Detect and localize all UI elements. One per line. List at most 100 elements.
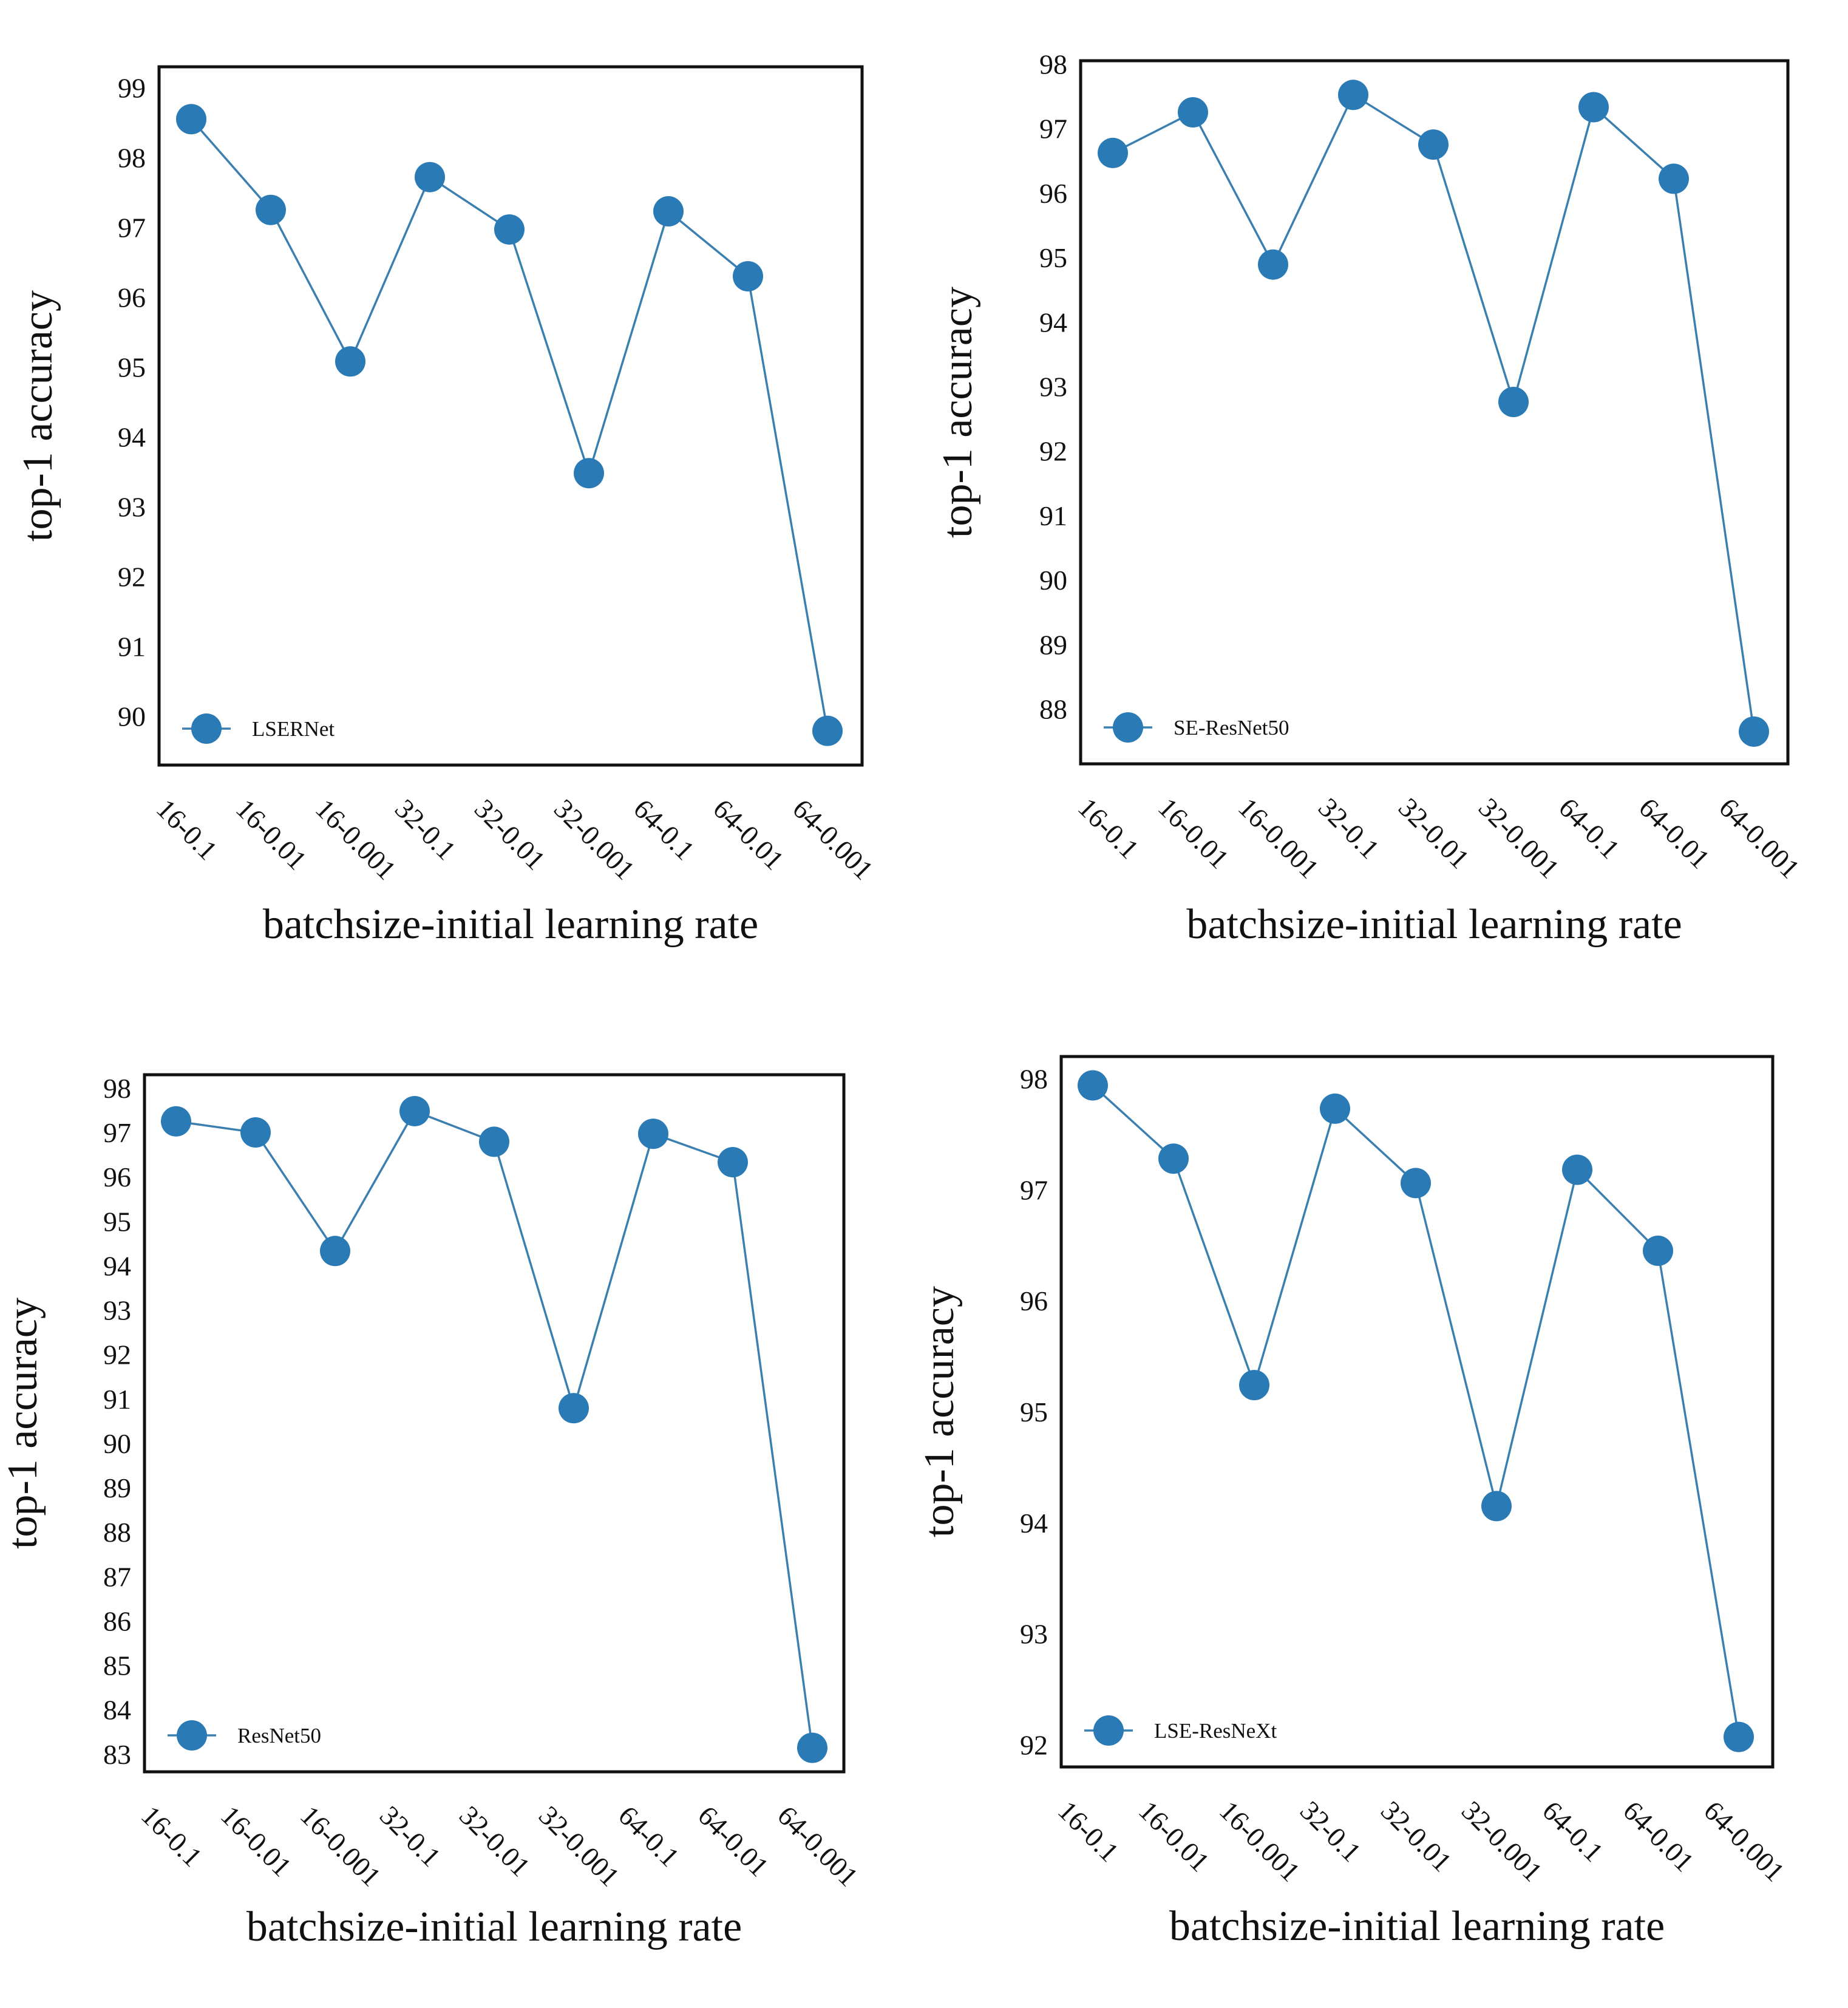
x-tick-label: 16-0.01 — [230, 793, 313, 876]
x-tick-label: 64-0.01 — [707, 793, 790, 876]
y-tick-label: 92 — [118, 562, 146, 593]
data-point — [1258, 249, 1288, 280]
y-tick-label: 91 — [1039, 500, 1067, 531]
data-point — [256, 194, 286, 225]
plot-frame — [1059, 1055, 1775, 1769]
x-tick-label: 32-0.1 — [374, 1800, 447, 1873]
y-tick-label: 90 — [103, 1428, 131, 1459]
data-point — [718, 1147, 748, 1178]
data-point — [1578, 92, 1609, 123]
y-tick-label: 96 — [1020, 1285, 1048, 1316]
data-point — [415, 162, 445, 192]
plot-frame — [1079, 59, 1790, 766]
data-point — [638, 1118, 668, 1149]
legend-marker — [191, 713, 222, 744]
y-tick-label: 94 — [103, 1250, 131, 1281]
data-point — [1178, 97, 1208, 128]
data-point — [653, 196, 684, 227]
x-tick-label: 32-0.001 — [548, 793, 641, 886]
data-point — [559, 1393, 589, 1424]
x-tick-label: 64-0.001 — [1698, 1795, 1791, 1888]
x-tick-label: 16-0.1 — [1052, 1795, 1125, 1868]
y-tick-label: 89 — [1039, 629, 1067, 660]
y-tick-label: 98 — [1039, 49, 1067, 80]
data-point — [1098, 137, 1128, 168]
y-tick-label: 95 — [1020, 1397, 1048, 1428]
data-point — [1338, 80, 1368, 111]
legend-label: LSERNet — [252, 717, 335, 741]
data-point — [1239, 1370, 1269, 1401]
x-tick-label: 32-0.01 — [1375, 1795, 1458, 1877]
plot-frame — [143, 1073, 846, 1774]
x-axis-title: batchsize-initial learning rate — [246, 1904, 742, 1950]
x-tick-label: 32-0.1 — [389, 793, 462, 866]
series-line — [175, 1109, 814, 1748]
x-tick-label: 64-0.001 — [1713, 792, 1806, 885]
data-point — [479, 1126, 509, 1157]
y-tick-label: 95 — [103, 1206, 131, 1237]
x-tick-label: 32-0.001 — [1456, 1795, 1549, 1888]
x-tick-label: 16-0.001 — [1232, 792, 1325, 885]
x-tick-label: 64-0.1 — [1537, 1795, 1609, 1868]
y-tick-label: 91 — [118, 631, 146, 662]
y-tick-label: 94 — [1020, 1508, 1048, 1539]
y-tick-label: 90 — [1039, 565, 1067, 596]
data-point — [335, 346, 365, 377]
data-point — [1659, 163, 1689, 194]
y-axis-title: top-1 accuracy — [916, 1286, 963, 1537]
x-tick-label: 64-0.01 — [692, 1800, 775, 1882]
x-tick-label: 64-0.001 — [787, 793, 880, 886]
x-tick-label: 32-0.01 — [454, 1800, 536, 1882]
chart-panel-2: 88 89 90 91 92 93 94 95 96 97 98 16-0.1 16-0.0116-0.… — [934, 49, 1806, 948]
data-point — [1739, 716, 1769, 747]
x-tick-label: 16-0.001 — [1214, 1795, 1306, 1888]
legend-marker — [1113, 712, 1143, 743]
legend-label: SE-ResNet50 — [1174, 716, 1289, 740]
y-tick-label: 89 — [103, 1472, 131, 1503]
y-tick-label: 96 — [103, 1162, 131, 1193]
x-tick-label: 16-0.1 — [151, 793, 223, 866]
y-tick-label: 90 — [118, 701, 146, 732]
legend-label: LSE-ResNeXt — [1154, 1719, 1277, 1743]
x-tick-label: 32-0.001 — [533, 1800, 626, 1893]
data-point — [161, 1106, 191, 1137]
data-point — [1498, 387, 1529, 418]
y-tick-label: 98 — [1020, 1064, 1048, 1095]
x-tick-label: 32-0.1 — [1294, 1795, 1367, 1868]
series-line — [1112, 93, 1755, 732]
x-tick-label: 64-0.1 — [613, 1800, 685, 1873]
x-tick-label: 32-0.01 — [469, 793, 551, 876]
x-tick-label: 64-0.1 — [1553, 792, 1626, 865]
legend-label: ResNet50 — [237, 1724, 321, 1748]
data-point — [733, 261, 763, 291]
x-axis-title: batchsize-initial learning rate — [263, 901, 758, 948]
y-tick-label: 92 — [103, 1339, 131, 1370]
data-point — [1320, 1093, 1350, 1124]
y-tick-label: 93 — [103, 1295, 131, 1326]
y-tick-label: 93 — [1020, 1619, 1048, 1650]
data-point — [320, 1236, 350, 1267]
y-tick-label: 86 — [103, 1605, 131, 1636]
y-axis-title: top-1 accuracy — [15, 290, 61, 542]
data-point — [1481, 1491, 1512, 1522]
x-tick-label: 16-0.001 — [310, 793, 403, 886]
y-axis-title: top-1 accuracy — [0, 1298, 46, 1549]
data-point — [240, 1117, 271, 1148]
y-tick-label: 98 — [118, 143, 146, 174]
x-tick-label: 16-0.01 — [1133, 1795, 1215, 1877]
x-tick-label: 32-0.1 — [1313, 792, 1385, 865]
y-tick-label: 97 — [1020, 1174, 1048, 1205]
y-tick-label: 98 — [103, 1073, 131, 1104]
x-tick-label: 32-0.001 — [1473, 792, 1566, 885]
y-tick-label: 96 — [118, 282, 146, 313]
x-tick-label: 16-0.01 — [1152, 792, 1235, 874]
data-point — [1643, 1235, 1673, 1266]
x-tick-label: 16-0.001 — [294, 1800, 387, 1893]
data-point — [1418, 129, 1449, 160]
y-tick-label: 84 — [103, 1695, 131, 1726]
legend-marker — [1093, 1715, 1124, 1746]
x-axis-title: batchsize-initial learning rate — [1186, 901, 1682, 948]
data-point — [797, 1732, 827, 1763]
